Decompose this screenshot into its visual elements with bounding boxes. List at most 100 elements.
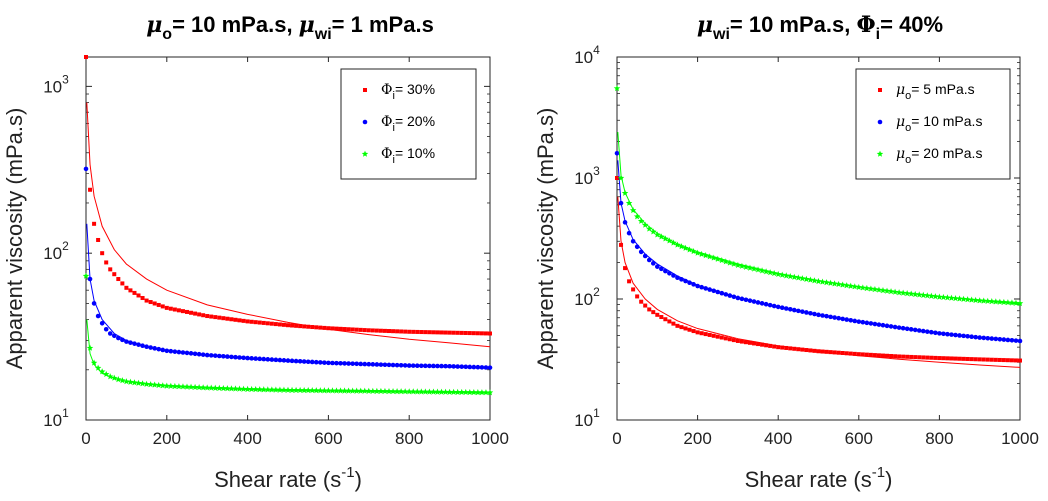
data-point <box>245 355 250 361</box>
data-point <box>418 388 425 395</box>
data-point <box>322 360 327 365</box>
data-point <box>815 277 822 285</box>
data-point <box>427 330 432 335</box>
y-tick-label: 101 <box>43 406 69 430</box>
data-point <box>180 309 185 314</box>
data-point <box>191 383 199 390</box>
data-point <box>237 355 242 360</box>
data-point <box>1008 299 1016 306</box>
data-point <box>422 388 429 395</box>
data-point <box>659 266 664 272</box>
data-point <box>776 345 781 350</box>
data-point <box>398 362 404 368</box>
x-tick-label: 1000 <box>471 429 509 448</box>
data-point <box>221 316 226 321</box>
data-point <box>377 387 385 395</box>
data-point <box>647 307 652 312</box>
data-point <box>969 334 974 340</box>
data-point <box>663 268 668 274</box>
data-point <box>318 325 323 330</box>
data-point <box>879 287 887 294</box>
data-point <box>217 353 222 359</box>
data-point <box>847 282 854 289</box>
data-point <box>385 387 393 395</box>
x-axis-label: Shear rate (s-1) <box>745 464 893 492</box>
data-point <box>989 357 994 362</box>
data-point <box>265 357 271 362</box>
legend-entry: Φi= 30% <box>381 81 435 102</box>
data-point <box>683 278 688 284</box>
data-point <box>237 318 242 323</box>
data-point <box>633 213 641 220</box>
data-point <box>831 280 838 287</box>
data-point <box>406 363 412 368</box>
data-point <box>467 331 472 336</box>
data-point <box>972 296 979 303</box>
data-point <box>735 295 741 301</box>
data-point <box>213 315 218 320</box>
data-point <box>285 358 291 363</box>
data-point <box>156 302 161 307</box>
data-point <box>132 290 137 295</box>
data-point <box>1012 299 1020 306</box>
data-point <box>851 283 858 290</box>
data-point <box>224 385 231 392</box>
data-point <box>925 329 930 334</box>
data-point <box>95 313 101 319</box>
data-point <box>82 272 90 279</box>
data-point <box>378 328 383 333</box>
data-point <box>249 356 254 361</box>
data-point <box>269 321 274 326</box>
x-tick-label: 0 <box>81 429 90 448</box>
data-point <box>981 335 987 341</box>
data-point <box>1017 338 1023 344</box>
data-point <box>779 271 786 278</box>
data-point <box>868 321 874 326</box>
data-point <box>968 296 975 303</box>
legend: μo= 5 mPa.s μo= 10 mPa.s μo= 20 mPa.s <box>855 68 1011 180</box>
data-point <box>756 342 761 347</box>
data-point <box>646 257 652 263</box>
data-point <box>309 387 316 394</box>
data-point <box>625 199 633 206</box>
legend-box <box>340 68 477 180</box>
data-point <box>369 387 377 394</box>
data-point <box>903 290 911 297</box>
x-tick-label: 600 <box>314 429 342 448</box>
data-point <box>321 387 328 394</box>
data-point <box>929 355 934 360</box>
data-point <box>949 356 954 361</box>
data-point <box>848 317 854 323</box>
data-point <box>827 279 834 286</box>
data-point <box>309 359 315 365</box>
data-point <box>462 388 469 396</box>
data-point <box>864 320 870 326</box>
data-point <box>179 383 187 390</box>
data-point <box>342 361 347 366</box>
data-point <box>642 253 648 259</box>
data-point <box>90 359 98 366</box>
data-point <box>197 312 202 317</box>
data-point <box>349 387 356 394</box>
data-point <box>143 380 150 387</box>
data-point <box>268 386 276 393</box>
data-point <box>135 379 142 386</box>
data-point <box>209 314 214 319</box>
data-point <box>714 255 721 262</box>
data-point <box>305 359 311 365</box>
data-point <box>651 310 656 315</box>
data-point <box>764 343 769 348</box>
data-point <box>916 328 922 333</box>
data-point <box>483 331 488 336</box>
legend-marker <box>363 88 367 92</box>
data-point <box>183 383 191 390</box>
data-point <box>358 327 363 332</box>
data-point <box>808 348 813 353</box>
data-point <box>743 340 748 345</box>
data-point <box>430 388 437 395</box>
data-point <box>389 388 397 395</box>
data-point <box>699 284 704 290</box>
data-point <box>767 302 773 308</box>
data-point <box>807 276 814 283</box>
data-point <box>933 330 938 336</box>
